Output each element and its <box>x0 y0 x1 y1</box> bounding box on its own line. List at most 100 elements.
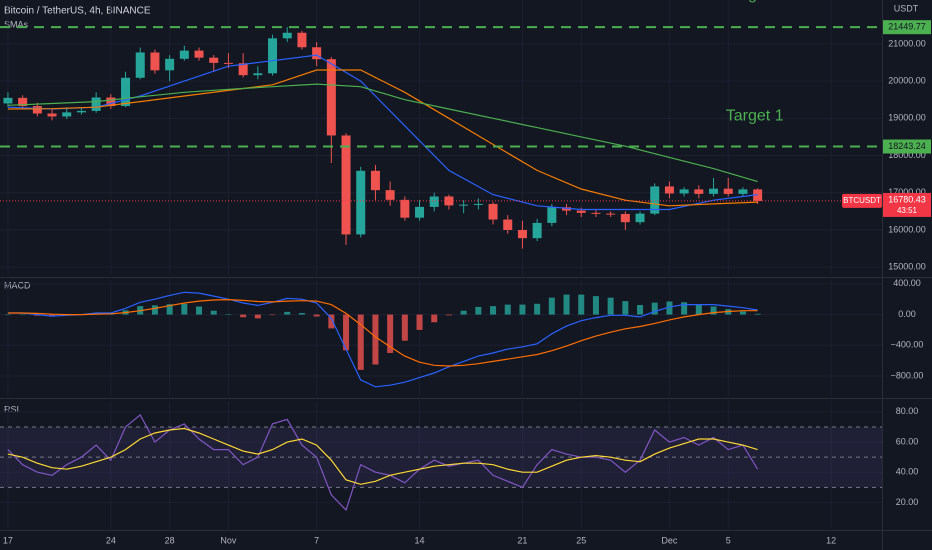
level-label: 18243.24 <box>888 141 926 151</box>
candle-body <box>429 196 439 207</box>
countdown-label: 43:51 <box>897 206 918 215</box>
candle-body <box>312 47 322 60</box>
y-tick-label: 17000.00 <box>888 187 926 197</box>
indicator-line <box>7 291 758 388</box>
candle-body <box>194 50 204 58</box>
histogram-bar <box>460 310 467 315</box>
histogram-bar <box>210 310 217 315</box>
candle-body <box>562 207 572 211</box>
price-label-bg <box>883 192 931 217</box>
histogram-bar <box>622 301 629 315</box>
histogram-bar <box>151 305 158 315</box>
histogram-bar <box>19 314 26 316</box>
histogram-bar <box>328 314 335 329</box>
x-tick-label: 21 <box>517 535 527 545</box>
histogram-bar <box>504 304 511 315</box>
candle-body <box>547 207 557 223</box>
y-tick-label: 0.00 <box>898 309 916 319</box>
histogram-bar <box>401 314 408 341</box>
candle-body <box>165 58 175 71</box>
histogram-bar <box>254 314 261 319</box>
histogram-bar <box>357 314 364 370</box>
x-tick-label: 24 <box>106 535 116 545</box>
candle-body <box>606 213 616 215</box>
histogram-bar <box>563 294 570 315</box>
candle-body <box>444 196 454 206</box>
symbol-label: BTCUSDT <box>843 196 881 205</box>
histogram-bar <box>681 302 688 315</box>
candle-body <box>488 203 498 220</box>
indicator-line <box>7 427 758 485</box>
y-tick-label: 80.00 <box>896 406 919 416</box>
y-tick-label: 19000.00 <box>888 113 926 123</box>
pane-title: RSI <box>4 404 19 414</box>
histogram-bar <box>284 311 291 315</box>
candle-body <box>326 59 336 136</box>
x-tick-label: 5 <box>726 535 731 545</box>
candle-body <box>268 38 278 74</box>
histogram-bar <box>490 306 497 315</box>
candle-body <box>209 57 219 63</box>
candle-body <box>370 170 380 191</box>
x-tick-label: 12 <box>826 535 836 545</box>
candle-body <box>738 189 748 194</box>
indicator-line <box>7 298 758 367</box>
candle-body <box>635 213 645 223</box>
sma-line <box>7 69 758 207</box>
candle-body <box>473 203 483 205</box>
histogram-bar <box>387 314 394 353</box>
candle-body <box>459 204 469 206</box>
histogram-bar <box>739 311 746 315</box>
x-tick-label: Dec <box>661 535 678 545</box>
candle-body <box>532 222 542 239</box>
histogram-bar <box>269 314 276 316</box>
histogram-bar <box>695 304 702 315</box>
x-tick-label: 28 <box>165 535 175 545</box>
histogram-bar <box>343 314 350 351</box>
candle-body <box>18 97 28 107</box>
level-label: 21449.77 <box>888 22 926 32</box>
candle-body <box>3 97 13 104</box>
x-tick-label: 25 <box>576 535 586 545</box>
histogram-bar <box>240 314 247 318</box>
y-tick-label: 60.00 <box>896 436 919 446</box>
histogram-bar <box>578 294 585 315</box>
candle-body <box>76 110 86 113</box>
candle-body <box>32 106 42 114</box>
candle-body <box>135 52 145 78</box>
histogram-bar <box>298 313 305 315</box>
candle-body <box>121 77 131 107</box>
sma-line <box>7 83 758 183</box>
x-tick-label: 7 <box>314 535 319 545</box>
y-tick-label: 21000.00 <box>888 38 926 48</box>
x-tick-label: 17 <box>3 535 13 545</box>
candle-body <box>62 112 72 117</box>
histogram-bar <box>181 303 188 315</box>
indicator-line <box>7 413 759 512</box>
pane-title: MACD <box>4 280 31 290</box>
histogram-bar <box>754 313 761 315</box>
level-label-bg <box>883 139 931 154</box>
histogram-bar <box>431 314 438 323</box>
candle-body <box>238 63 248 76</box>
y-tick-label: 400.00 <box>893 278 921 288</box>
histogram-bar <box>637 304 644 315</box>
candle-body <box>503 219 513 230</box>
histogram-bar <box>416 314 423 330</box>
y-tick-label: 18000.00 <box>888 150 926 160</box>
chart-title: Bitcoin / TetherUS, 4h, BINANCE <box>4 6 151 17</box>
histogram-bar <box>196 306 203 315</box>
y-tick-label: 40.00 <box>896 467 919 477</box>
annotation: Target 2 <box>726 0 784 3</box>
candle-body <box>385 190 395 200</box>
candle-body <box>356 170 366 235</box>
histogram-bar <box>534 303 541 315</box>
histogram-bar <box>475 306 482 315</box>
candle-body <box>297 32 307 48</box>
candle-body <box>679 189 689 194</box>
annotation: Target 1 <box>726 108 784 125</box>
symbol-label-bg <box>842 193 882 208</box>
